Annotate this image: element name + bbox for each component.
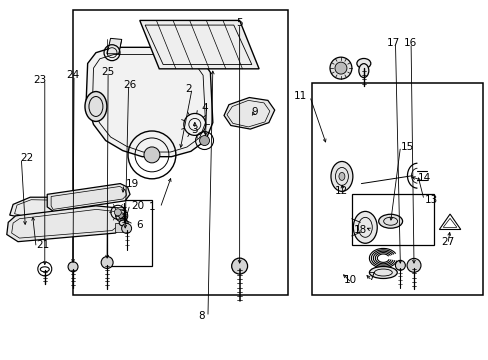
Polygon shape [7,206,125,242]
Ellipse shape [378,214,402,228]
Text: 20: 20 [131,201,144,211]
Circle shape [68,262,78,272]
Ellipse shape [358,64,368,78]
Text: 21: 21 [36,240,49,250]
Text: 2: 2 [185,84,191,94]
Polygon shape [86,47,212,157]
Text: 1: 1 [149,202,156,212]
Circle shape [122,224,131,233]
Circle shape [114,209,121,216]
Text: 27: 27 [441,237,454,247]
Text: 4: 4 [201,103,207,113]
Text: 17: 17 [386,38,399,48]
Ellipse shape [85,91,107,121]
Ellipse shape [338,172,344,180]
Text: 7: 7 [367,272,374,282]
Polygon shape [47,184,130,212]
Text: 5: 5 [236,18,243,28]
Circle shape [199,136,209,145]
Polygon shape [52,197,59,201]
Ellipse shape [353,211,376,243]
Text: 13: 13 [424,195,437,205]
Circle shape [231,258,247,274]
Polygon shape [224,98,274,129]
Circle shape [101,257,113,269]
Ellipse shape [119,220,128,226]
Circle shape [334,62,346,74]
Circle shape [395,260,405,270]
Text: 25: 25 [102,67,115,77]
Text: 18: 18 [353,225,366,235]
Polygon shape [10,197,60,220]
Text: 9: 9 [250,107,257,117]
Text: 14: 14 [417,173,430,183]
Text: 3: 3 [191,125,198,135]
Text: 15: 15 [400,142,413,152]
Text: 6: 6 [136,220,142,230]
Text: 8: 8 [198,311,204,321]
Text: 12: 12 [335,186,348,196]
Polygon shape [115,207,125,216]
Polygon shape [107,39,122,54]
Polygon shape [140,21,259,69]
Text: 16: 16 [403,38,416,48]
Ellipse shape [330,162,352,192]
Text: 22: 22 [20,153,34,163]
Text: 10: 10 [344,275,357,285]
Text: 24: 24 [66,70,80,80]
Ellipse shape [356,58,370,68]
Text: 23: 23 [33,75,46,85]
Circle shape [406,258,420,272]
Circle shape [329,57,351,79]
Polygon shape [115,223,125,232]
Circle shape [143,147,160,163]
Text: 11: 11 [293,91,306,101]
Text: 19: 19 [125,179,139,189]
Ellipse shape [368,266,396,279]
Circle shape [119,213,124,219]
Text: 26: 26 [123,80,136,90]
